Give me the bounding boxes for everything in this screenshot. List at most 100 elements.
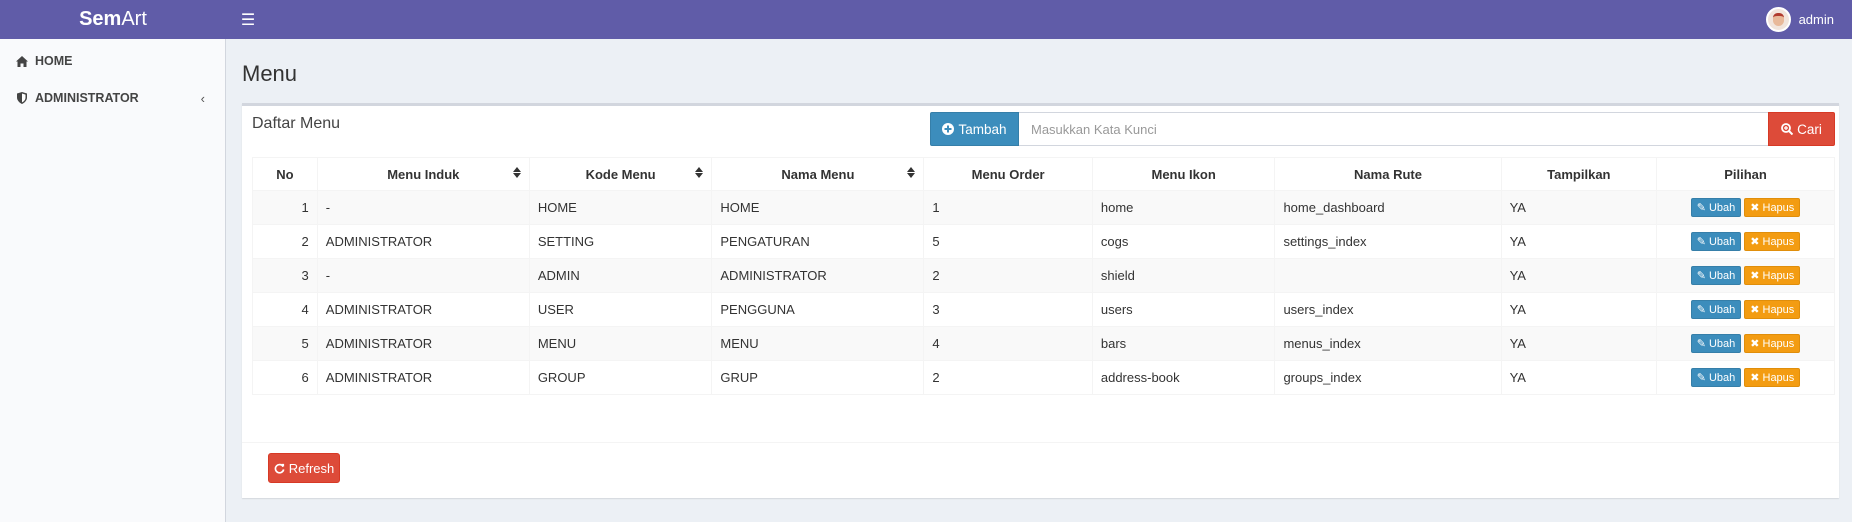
cell-kode-menu: SETTING — [528, 224, 713, 259]
table-row: 4 ADMINISTRATOR USER PENGGUNA 3 users us… — [252, 292, 1835, 327]
chevron-left-icon: ‹ — [200, 90, 205, 106]
sidebar-item-label: HOME — [35, 54, 73, 68]
main-content: Menu Daftar Menu Tambah Cari No Menu Ind… — [226, 39, 1852, 522]
close-icon: ✖ — [1750, 236, 1760, 248]
cell-menu-induk: ADMINISTRATOR — [316, 360, 530, 395]
cell-menu-order: 1 — [923, 190, 1093, 225]
plus-circle-icon — [942, 123, 955, 135]
delete-button[interactable]: ✖ Hapus — [1744, 266, 1801, 285]
edit-button[interactable]: ✎ Ubah — [1690, 368, 1742, 387]
edit-icon: ✎ — [1696, 338, 1706, 350]
cell-nama-menu: PENGGUNA — [711, 292, 925, 327]
delete-button[interactable]: ✖ Hapus — [1744, 334, 1801, 353]
edit-button[interactable]: ✎ Ubah — [1690, 300, 1742, 319]
cell-no: 5 — [252, 326, 318, 361]
cell-kode-menu: USER — [528, 292, 713, 327]
add-button-label: Tambah — [958, 121, 1007, 137]
top-header: Sem Art ☰ admin — [0, 0, 1852, 39]
sort-icon[interactable] — [907, 167, 916, 178]
column-header-label: Nama Menu — [781, 166, 855, 182]
cell-kode-menu: ADMIN — [528, 258, 713, 293]
delete-button-label: Hapus — [1762, 337, 1795, 350]
delete-button-label: Hapus — [1762, 371, 1795, 384]
cell-menu-ikon: cogs — [1091, 224, 1276, 259]
app-logo[interactable]: Sem Art — [0, 0, 226, 39]
delete-button[interactable]: ✖ Hapus — [1744, 368, 1801, 387]
search-button[interactable]: Cari — [1768, 112, 1835, 146]
cell-menu-induk: - — [316, 258, 530, 293]
page-title: Menu — [242, 61, 298, 86]
cell-tampilkan: YA — [1500, 224, 1658, 259]
column-header-no: No — [252, 157, 318, 191]
cell-tampilkan: YA — [1500, 258, 1658, 293]
edit-button-label: Ubah — [1708, 269, 1736, 282]
table-row: 6 ADMINISTRATOR GROUP GRUP 2 address-boo… — [252, 360, 1835, 395]
delete-button-label: Hapus — [1762, 269, 1795, 282]
cell-menu-ikon: shield — [1091, 258, 1276, 293]
column-header-nama-menu[interactable]: Nama Menu — [711, 157, 925, 191]
cell-menu-ikon: bars — [1091, 326, 1276, 361]
column-header-label: Kode Menu — [585, 166, 656, 182]
cell-pilihan: ✎ Ubah ✖ Hapus — [1656, 258, 1835, 293]
cell-no: 2 — [252, 224, 318, 259]
cell-no: 3 — [252, 258, 318, 293]
close-icon: ✖ — [1750, 338, 1760, 350]
edit-button[interactable]: ✎ Ubah — [1690, 232, 1742, 251]
cell-no: 6 — [252, 360, 318, 395]
cell-nama-rute: groups_index — [1274, 360, 1502, 395]
cell-menu-induk: ADMINISTRATOR — [316, 224, 530, 259]
edit-button-label: Ubah — [1708, 371, 1736, 384]
user-menu[interactable]: admin — [1765, 0, 1834, 39]
edit-button-label: Ubah — [1708, 337, 1736, 350]
close-icon: ✖ — [1750, 372, 1760, 384]
menu-table: No Menu Induk Kode Menu Nama Menu Menu O… — [252, 157, 1835, 395]
table-row: 5 ADMINISTRATOR MENU MENU 4 bars menus_i… — [252, 326, 1835, 361]
edit-button-label: Ubah — [1708, 235, 1736, 248]
cell-nama-rute: users_index — [1274, 292, 1502, 327]
search-plus-icon — [1781, 123, 1794, 135]
home-icon — [15, 55, 29, 67]
table-header-row: No Menu Induk Kode Menu Nama Menu Menu O… — [252, 157, 1835, 191]
refresh-button[interactable]: Refresh — [268, 453, 340, 483]
edit-button[interactable]: ✎ Ubah — [1690, 198, 1742, 217]
delete-button[interactable]: ✖ Hapus — [1744, 300, 1801, 319]
cell-menu-order: 5 — [923, 224, 1093, 259]
column-header-menu-induk[interactable]: Menu Induk — [316, 157, 530, 191]
sort-icon[interactable] — [512, 167, 521, 178]
delete-button[interactable]: ✖ Hapus — [1744, 232, 1801, 251]
sort-icon[interactable] — [695, 167, 704, 178]
logo-rest-text: Art — [121, 8, 147, 30]
cell-menu-ikon: address-book — [1091, 360, 1276, 395]
cell-menu-order: 3 — [923, 292, 1093, 327]
search-input[interactable] — [1019, 112, 1768, 146]
table-row: 1 - HOME HOME 1 home home_dashboard YA ✎… — [252, 190, 1835, 225]
edit-button[interactable]: ✎ Ubah — [1690, 334, 1742, 353]
edit-icon: ✎ — [1696, 372, 1706, 384]
column-header-pilihan: Pilihan — [1656, 157, 1835, 191]
sidebar-toggle-button[interactable]: ☰ — [226, 0, 270, 39]
cell-nama-rute: menus_index — [1274, 326, 1502, 361]
column-header-label: Menu Induk — [387, 166, 460, 182]
cell-kode-menu: MENU — [528, 326, 713, 361]
cell-tampilkan: YA — [1500, 360, 1658, 395]
search-toolbar: Tambah Cari — [930, 112, 1835, 146]
cell-tampilkan: YA — [1500, 292, 1658, 327]
column-header-menu-order: Menu Order — [923, 157, 1093, 191]
cell-no: 4 — [252, 292, 318, 327]
box-title: Daftar Menu — [252, 115, 341, 132]
cell-nama-menu: MENU — [711, 326, 925, 361]
sidebar-item-home[interactable]: HOME — [0, 39, 225, 83]
cell-nama-menu: PENGATURAN — [711, 224, 925, 259]
bars-icon: ☰ — [240, 11, 256, 29]
delete-button[interactable]: ✖ Hapus — [1744, 198, 1801, 217]
edit-button-label: Ubah — [1708, 201, 1736, 214]
add-button[interactable]: Tambah — [930, 112, 1019, 146]
sidebar-item-administrator[interactable]: ADMINISTRATOR ‹ — [0, 76, 225, 120]
edit-button[interactable]: ✎ Ubah — [1690, 266, 1742, 285]
cell-kode-menu: GROUP — [528, 360, 713, 395]
cell-nama-menu: ADMINISTRATOR — [711, 258, 925, 293]
column-header-kode-menu[interactable]: Kode Menu — [528, 157, 713, 191]
cell-menu-ikon: home — [1091, 190, 1276, 225]
shield-icon — [15, 92, 29, 104]
edit-icon: ✎ — [1696, 270, 1706, 282]
